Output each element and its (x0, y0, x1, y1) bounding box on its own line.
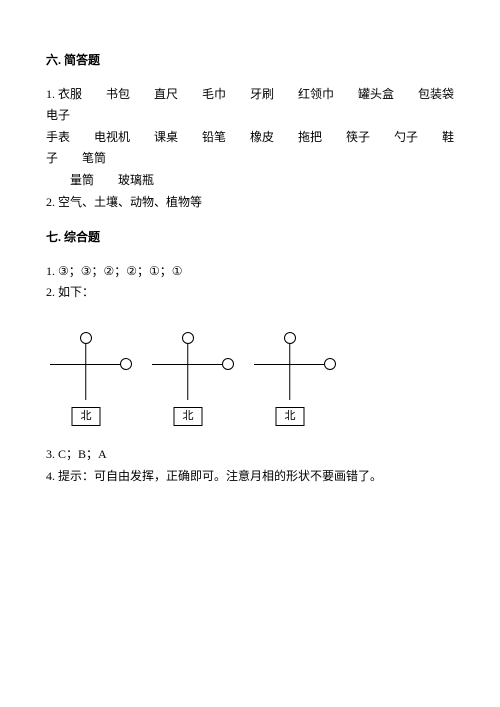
diagram-vline (85, 342, 86, 400)
section-6-heading: 六. 简答题 (46, 50, 454, 72)
diagram-circle-top (284, 332, 296, 344)
s6-q1-line3: 量筒 玻璃瓶 (46, 170, 454, 192)
diagram-circle-right (120, 358, 132, 370)
s7-q1: 1. ③；③；②；②；①；① (46, 261, 454, 283)
s7-q3: 3. C；B；A (46, 444, 454, 466)
diagram-unit-1: 北 (46, 326, 126, 426)
diagram-circle-top (80, 332, 92, 344)
diagram-box-label: 北 (276, 407, 305, 426)
s7-q2: 2. 如下： (46, 282, 454, 304)
diagram-box-label: 北 (72, 407, 101, 426)
diagram-unit-3: 北 (250, 326, 330, 426)
s7-q4: 4. 提示：可自由发挥，正确即可。注意月相的形状不要画错了。 (46, 466, 454, 488)
s6-q1-line2: 手表 电视机 课桌 铅笔 橡皮 拖把 筷子 勺子 鞋子 笔筒 (46, 127, 454, 170)
diagram-row: 北 北 北 (46, 326, 454, 426)
s6-q1-line1: 1. 衣服 书包 直尺 毛巾 牙刷 红领巾 罐头盒 包装袋 电子 (46, 84, 454, 127)
section-7-heading: 七. 综合题 (46, 227, 454, 249)
diagram-circle-top (182, 332, 194, 344)
diagram-vline (187, 342, 188, 400)
page-content: 六. 简答题 1. 衣服 书包 直尺 毛巾 牙刷 红领巾 罐头盒 包装袋 电子 … (0, 0, 500, 487)
diagram-vline (289, 342, 290, 400)
diagram-unit-2: 北 (148, 326, 228, 426)
diagram-circle-right (222, 358, 234, 370)
s6-q2: 2. 空气、土壤、动物、植物等 (46, 192, 454, 214)
diagram-circle-right (324, 358, 336, 370)
diagram-box-label: 北 (174, 407, 203, 426)
